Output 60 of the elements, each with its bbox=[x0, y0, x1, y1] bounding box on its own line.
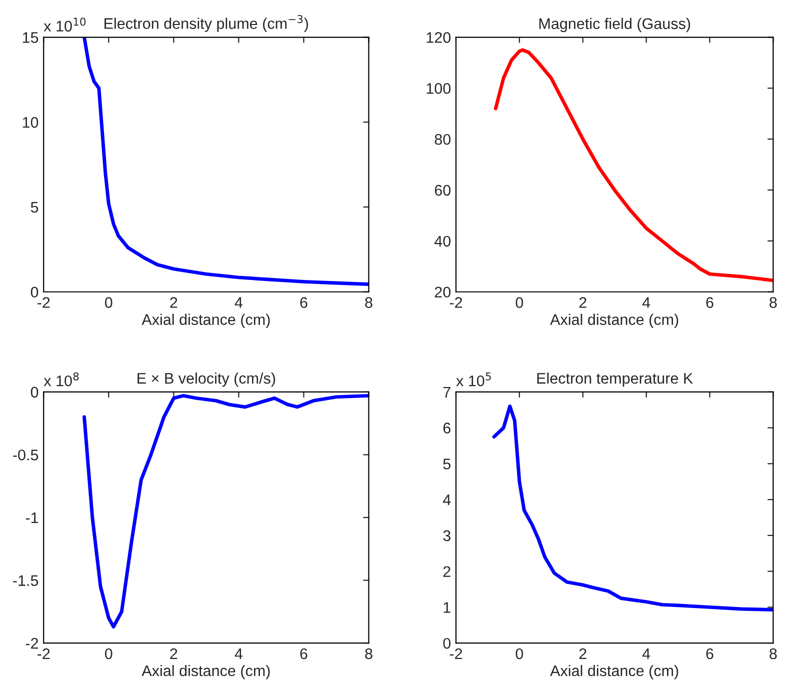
x-tick-label: 6 bbox=[300, 297, 308, 308]
x-tick-label: 0 bbox=[104, 297, 112, 308]
x-tick-label: 4 bbox=[642, 297, 650, 308]
x-tick-label: 8 bbox=[770, 648, 777, 660]
x-axis-title: Axial distance (cm) bbox=[142, 664, 270, 680]
y-tick-label: -0.5 bbox=[13, 450, 38, 460]
x-tick-label: 4 bbox=[642, 648, 650, 660]
chart-title: Electron temperature K bbox=[537, 372, 693, 387]
y-tick-label: 5 bbox=[443, 458, 450, 470]
line-series bbox=[82, 394, 369, 628]
text: x 10$^{5}$ bbox=[456, 372, 491, 386]
x-tick-label: 2 bbox=[579, 297, 586, 308]
text: x 10$^{10}$ bbox=[44, 18, 86, 32]
y-tick-label: 120 bbox=[426, 32, 451, 43]
x-axis-title: Axial distance (cm) bbox=[142, 314, 270, 328]
x-tick-label: -2 bbox=[38, 648, 50, 660]
y-tick-label: 0 bbox=[30, 386, 38, 398]
text: x 10$^{8}$ bbox=[44, 372, 79, 386]
x-tick-label: 8 bbox=[770, 297, 777, 308]
x-tick-label: 8 bbox=[365, 297, 372, 308]
x-tick-label: 0 bbox=[104, 648, 112, 660]
x-axis-title: Axial distance (cm) bbox=[550, 314, 678, 328]
x-tick-label: 0 bbox=[516, 297, 524, 308]
y-tick-label: 1 bbox=[444, 602, 450, 613]
y-tick-label: -1.5 bbox=[13, 575, 38, 586]
x-tick-label: 4 bbox=[234, 648, 242, 660]
y-tick-label: 0 bbox=[30, 286, 38, 298]
x-tick-label: 6 bbox=[706, 648, 714, 660]
y-tick-label: 100 bbox=[426, 83, 451, 94]
x-tick-label: 2 bbox=[170, 648, 178, 660]
y-tick-label: 7 bbox=[443, 386, 450, 398]
y-tick-label: -2 bbox=[26, 638, 38, 649]
y-tick-label: 40 bbox=[434, 236, 451, 247]
x-tick-label: 0 bbox=[516, 648, 524, 660]
x-tick-label: -2 bbox=[38, 297, 50, 308]
x-tick-label: 6 bbox=[300, 648, 308, 660]
chart-title: E × B velocity (cm/s) bbox=[138, 372, 276, 387]
y-tick-label: 60 bbox=[434, 184, 451, 196]
y-tick-label: -1 bbox=[26, 512, 38, 524]
y-tick-label: 15 bbox=[22, 32, 38, 43]
y-tick-label: 5 bbox=[30, 202, 38, 213]
chart-title: Magnetic field (Gauss) bbox=[539, 18, 690, 32]
x-tick-label: 6 bbox=[706, 297, 714, 308]
line-series bbox=[82, 37, 369, 286]
x-tick-label: 2 bbox=[579, 648, 586, 660]
y-tick-label: 4 bbox=[442, 494, 451, 506]
y-tick-label: 6 bbox=[443, 422, 450, 434]
y-tick-label: 80 bbox=[434, 134, 451, 145]
y-tick-label: 0 bbox=[443, 638, 451, 649]
y-tick-label: 2 bbox=[443, 566, 450, 577]
chart-title: Electron density plume (cm$^{−3}$) bbox=[104, 15, 308, 32]
line-series bbox=[492, 404, 774, 612]
x-tick-label: 4 bbox=[234, 297, 242, 308]
x-tick-label: 2 bbox=[170, 297, 178, 308]
x-axis-title: Axial distance (cm) bbox=[550, 664, 678, 680]
line-series bbox=[494, 48, 774, 282]
y-tick-label: 10 bbox=[22, 117, 38, 128]
y-tick-label: 20 bbox=[434, 286, 451, 298]
x-tick-label: 8 bbox=[365, 648, 372, 660]
y-tick-label: 3 bbox=[443, 530, 450, 542]
